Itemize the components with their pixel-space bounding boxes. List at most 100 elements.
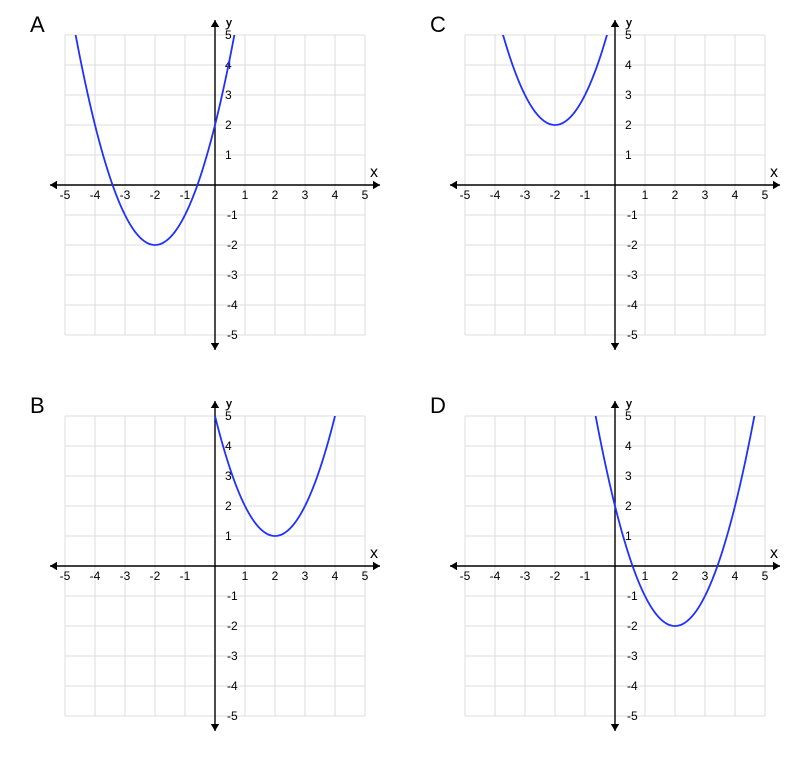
svg-text:5: 5 [762,569,769,583]
plot-svg: -5-4-3-2-112345-5-4-3-2-112345xy [450,401,780,731]
svg-text:3: 3 [225,88,232,102]
svg-text:-3: -3 [120,188,131,202]
svg-text:3: 3 [702,188,709,202]
svg-text:4: 4 [332,569,339,583]
plot-svg: -5-4-3-2-112345-5-4-3-2-112345xy [50,401,380,731]
svg-text:x: x [770,164,778,181]
svg-text:-1: -1 [180,188,191,202]
svg-text:3: 3 [625,88,632,102]
svg-text:1: 1 [225,148,232,162]
panel-label-B: B [30,393,45,419]
svg-text:5: 5 [762,188,769,202]
svg-text:-1: -1 [227,208,238,222]
svg-text:-2: -2 [227,238,238,252]
svg-text:2: 2 [272,569,279,583]
svg-text:-2: -2 [150,569,161,583]
svg-text:3: 3 [302,188,309,202]
svg-text:1: 1 [242,188,249,202]
svg-text:-2: -2 [550,569,561,583]
svg-text:3: 3 [702,569,709,583]
panel-label-D: D [430,393,446,419]
svg-text:-4: -4 [227,298,238,312]
plot-D: -5-4-3-2-112345-5-4-3-2-112345xy [450,401,780,731]
svg-text:-3: -3 [227,649,238,663]
svg-text:2: 2 [225,118,232,132]
svg-text:3: 3 [625,469,632,483]
svg-text:-2: -2 [227,619,238,633]
svg-text:-4: -4 [627,679,638,693]
svg-text:5: 5 [625,409,632,423]
svg-text:-3: -3 [520,569,531,583]
panel-label-C: C [430,12,446,38]
svg-text:2: 2 [272,188,279,202]
svg-text:-5: -5 [60,569,71,583]
svg-text:x: x [370,164,378,181]
svg-text:-1: -1 [627,208,638,222]
svg-text:5: 5 [362,569,369,583]
svg-text:-4: -4 [227,679,238,693]
chart-grid: A -5-4-3-2-112345-5-4-3-2-112345xy C -5-… [0,0,800,762]
panel-C: C -5-4-3-2-112345-5-4-3-2-112345xy [400,0,800,381]
panel-B: B -5-4-3-2-112345-5-4-3-2-112345xy [0,381,400,762]
svg-text:y: y [625,20,633,30]
svg-text:-5: -5 [627,709,638,723]
svg-text:5: 5 [362,188,369,202]
svg-text:3: 3 [302,569,309,583]
svg-text:-5: -5 [460,569,471,583]
svg-text:4: 4 [225,439,232,453]
svg-text:-4: -4 [90,188,101,202]
svg-text:y: y [225,20,233,30]
svg-text:1: 1 [642,569,649,583]
svg-text:2: 2 [672,569,679,583]
svg-text:-1: -1 [227,589,238,603]
svg-text:2: 2 [225,499,232,513]
svg-text:x: x [370,545,378,562]
svg-text:4: 4 [625,439,632,453]
svg-text:5: 5 [625,28,632,42]
svg-text:1: 1 [242,569,249,583]
svg-text:y: y [225,401,233,411]
svg-text:-4: -4 [490,188,501,202]
svg-text:-2: -2 [627,619,638,633]
svg-text:2: 2 [625,499,632,513]
svg-text:5: 5 [225,28,232,42]
svg-text:-4: -4 [90,569,101,583]
svg-text:-1: -1 [580,188,591,202]
panel-A: A -5-4-3-2-112345-5-4-3-2-112345xy [0,0,400,381]
panel-D: D -5-4-3-2-112345-5-4-3-2-112345xy [400,381,800,762]
svg-text:-1: -1 [580,569,591,583]
svg-text:-5: -5 [227,709,238,723]
plot-svg: -5-4-3-2-112345-5-4-3-2-112345xy [50,20,380,350]
svg-text:y: y [625,401,633,411]
svg-text:-3: -3 [627,268,638,282]
svg-text:-2: -2 [550,188,561,202]
svg-text:-4: -4 [490,569,501,583]
plot-svg: -5-4-3-2-112345-5-4-3-2-112345xy [450,20,780,350]
svg-text:1: 1 [225,529,232,543]
plot-C: -5-4-3-2-112345-5-4-3-2-112345xy [450,20,780,350]
svg-text:-3: -3 [227,268,238,282]
svg-text:2: 2 [625,118,632,132]
svg-text:4: 4 [332,188,339,202]
svg-text:-1: -1 [180,569,191,583]
svg-text:-5: -5 [60,188,71,202]
svg-text:4: 4 [732,188,739,202]
svg-text:4: 4 [625,58,632,72]
svg-text:-5: -5 [460,188,471,202]
svg-text:-5: -5 [227,328,238,342]
svg-text:1: 1 [625,529,632,543]
svg-text:-3: -3 [627,649,638,663]
svg-text:1: 1 [625,148,632,162]
svg-text:-5: -5 [627,328,638,342]
svg-text:2: 2 [672,188,679,202]
svg-text:-2: -2 [150,188,161,202]
panel-label-A: A [30,12,45,38]
svg-text:-3: -3 [120,569,131,583]
svg-text:5: 5 [225,409,232,423]
plot-B: -5-4-3-2-112345-5-4-3-2-112345xy [50,401,380,731]
svg-text:-4: -4 [627,298,638,312]
svg-text:-3: -3 [520,188,531,202]
svg-text:x: x [770,545,778,562]
svg-text:-2: -2 [627,238,638,252]
svg-text:4: 4 [732,569,739,583]
